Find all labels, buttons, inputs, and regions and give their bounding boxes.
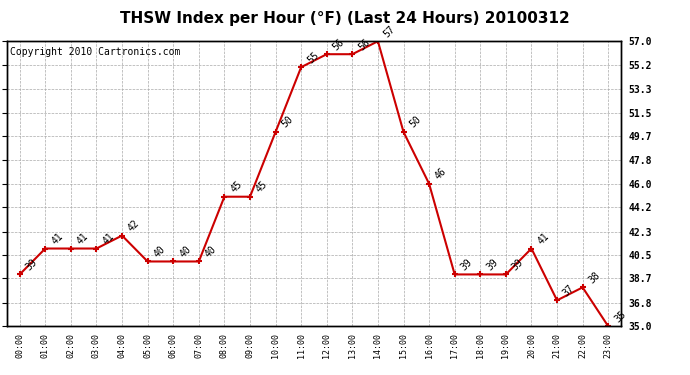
Text: 39: 39 (459, 257, 474, 272)
Text: 55: 55 (305, 50, 321, 65)
Text: 56: 56 (331, 37, 346, 52)
Text: 56: 56 (357, 37, 372, 52)
Text: 41: 41 (535, 231, 551, 246)
Text: 38: 38 (586, 270, 602, 285)
Text: 42: 42 (126, 218, 141, 233)
Text: 40: 40 (177, 244, 193, 259)
Text: 40: 40 (203, 244, 218, 259)
Text: 39: 39 (24, 257, 39, 272)
Text: 39: 39 (510, 257, 525, 272)
Text: 50: 50 (408, 114, 423, 130)
Text: 50: 50 (279, 114, 295, 130)
Text: 57: 57 (382, 24, 397, 39)
Text: 39: 39 (484, 257, 500, 272)
Text: 41: 41 (50, 231, 65, 246)
Text: 35: 35 (612, 309, 628, 324)
Text: 45: 45 (228, 179, 244, 195)
Text: 46: 46 (433, 166, 448, 182)
Text: THSW Index per Hour (°F) (Last 24 Hours) 20100312: THSW Index per Hour (°F) (Last 24 Hours)… (120, 11, 570, 26)
Text: 41: 41 (101, 231, 116, 246)
Text: 41: 41 (75, 231, 90, 246)
Text: 40: 40 (152, 244, 167, 259)
Text: Copyright 2010 Cartronics.com: Copyright 2010 Cartronics.com (10, 47, 180, 57)
Text: 37: 37 (561, 283, 577, 298)
Text: 45: 45 (254, 179, 270, 195)
